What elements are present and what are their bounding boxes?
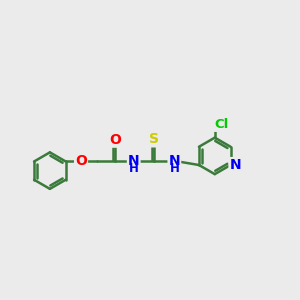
- Text: H: H: [129, 162, 139, 175]
- Text: O: O: [110, 133, 122, 147]
- Text: H: H: [169, 162, 179, 175]
- Text: S: S: [149, 132, 159, 146]
- Text: N: N: [230, 158, 241, 172]
- Text: N: N: [169, 154, 180, 169]
- Text: Cl: Cl: [214, 118, 229, 131]
- Text: O: O: [75, 154, 87, 169]
- Text: N: N: [128, 154, 140, 169]
